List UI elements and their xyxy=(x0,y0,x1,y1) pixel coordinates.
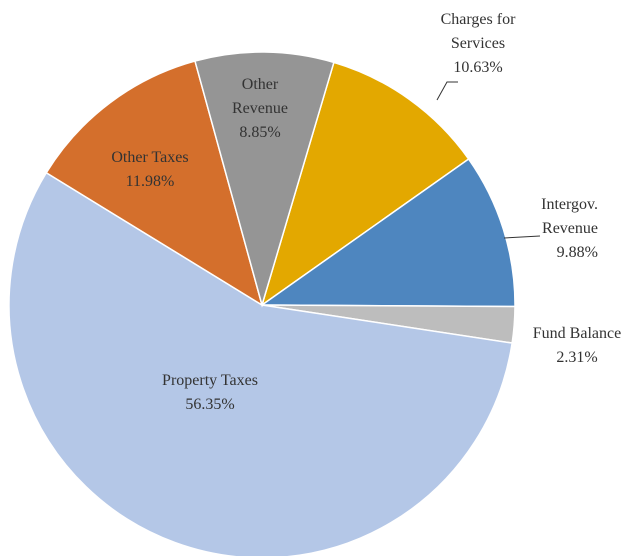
slice-label: Property Taxes 56.35% xyxy=(150,369,270,417)
slice-label: Other Revenue 8.85% xyxy=(215,73,305,145)
category-name: Charges for Services xyxy=(440,11,516,52)
value-label: 56.35% xyxy=(185,396,235,413)
slice-label: Fund Balance 2.31% xyxy=(510,322,642,370)
value-label: 8.85% xyxy=(239,124,281,141)
pie-slice xyxy=(260,61,470,307)
leader-line xyxy=(503,235,541,239)
slice-label: Intergov. Revenue 9.88% xyxy=(500,193,598,265)
category-name: Other Revenue xyxy=(232,76,288,117)
category-name: Fund Balance xyxy=(532,325,622,342)
category-name: Other Taxes xyxy=(111,149,189,166)
value-label: 9.88% xyxy=(556,244,598,261)
pie-slice xyxy=(8,171,513,556)
pie-slice xyxy=(259,158,516,308)
leader-line xyxy=(436,81,458,101)
pie-slice xyxy=(194,51,335,308)
slice-label: Charges for Services 10.63% xyxy=(418,8,538,80)
category-name: Intergov. Revenue xyxy=(541,196,598,237)
value-label: 2.31% xyxy=(556,349,598,366)
value-label: 11.98% xyxy=(125,173,175,190)
pie-slice xyxy=(45,60,264,307)
value-label: 10.63% xyxy=(453,59,503,76)
slice-label: Other Taxes 11.98% xyxy=(90,146,210,194)
category-name: Property Taxes xyxy=(162,372,258,389)
